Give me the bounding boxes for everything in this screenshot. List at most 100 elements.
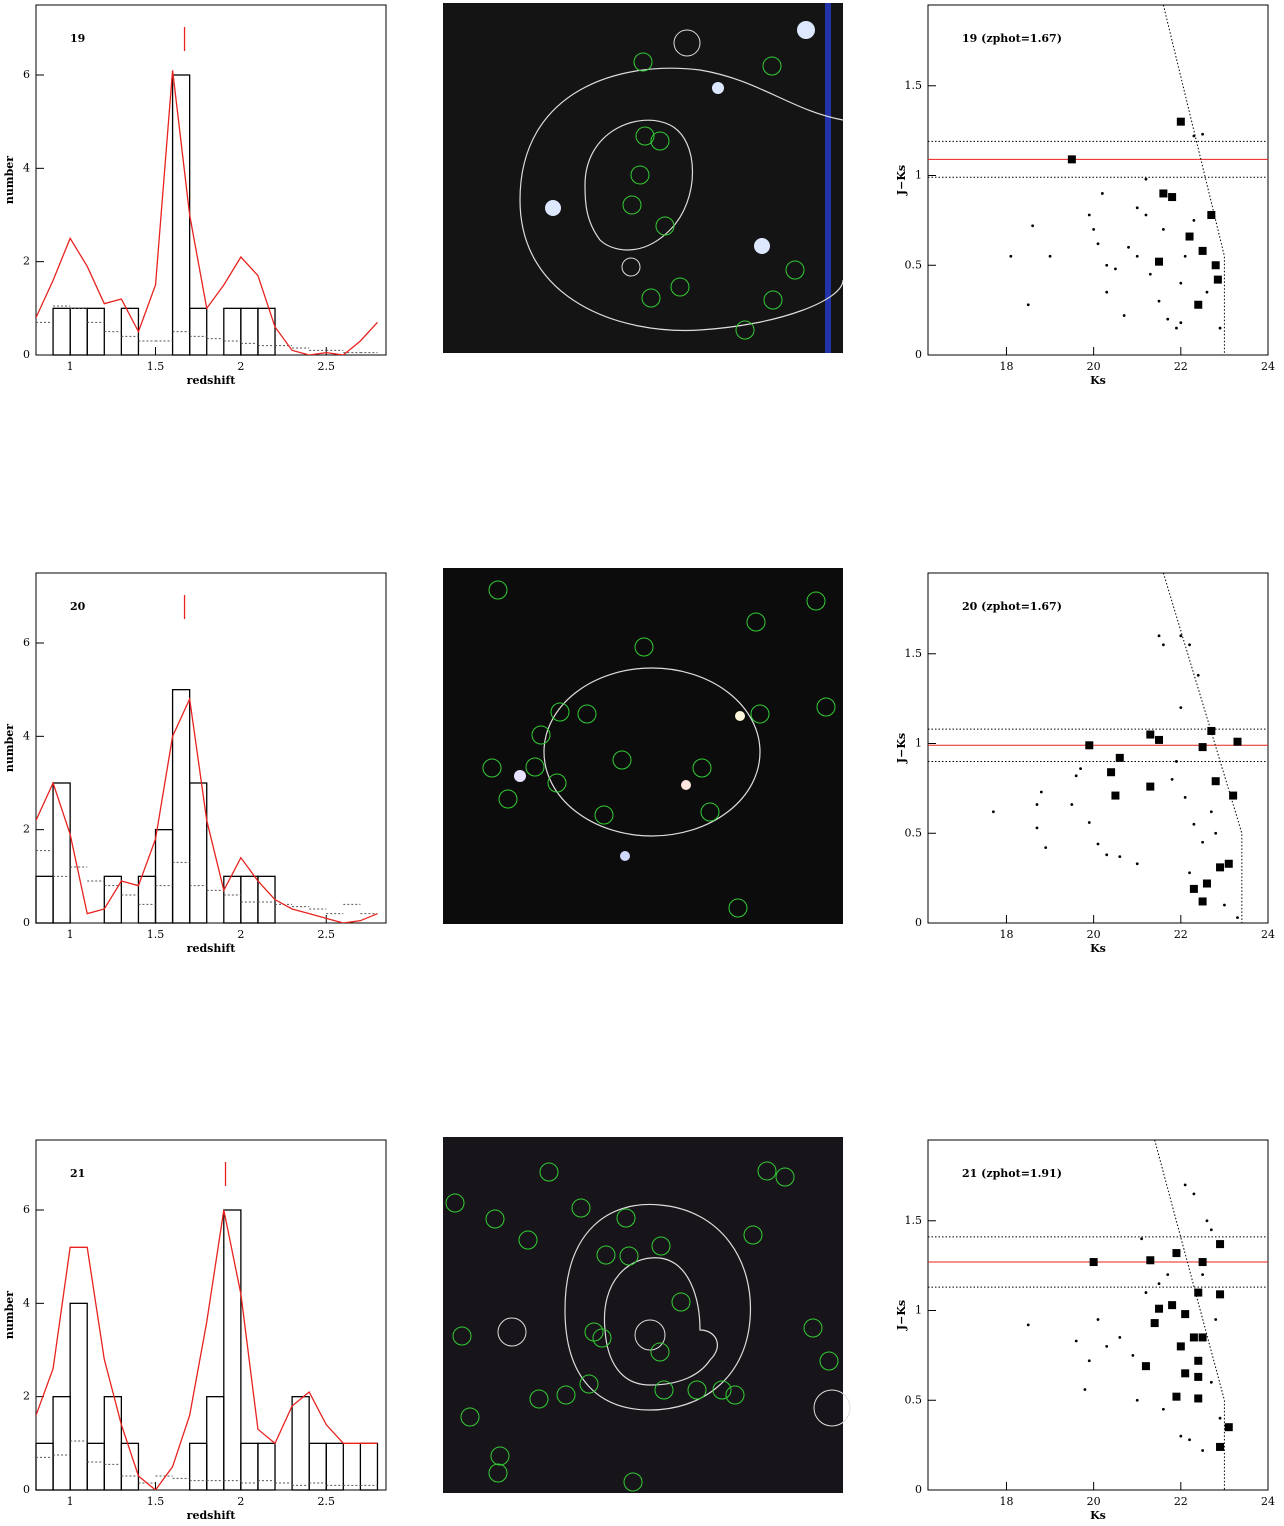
field-point	[1035, 826, 1039, 830]
field-point	[1188, 871, 1191, 875]
panel-annotation: 20	[70, 600, 86, 613]
member-point	[1172, 1249, 1181, 1258]
member-point	[1189, 884, 1198, 893]
y-tick-label: 1	[915, 169, 922, 182]
x-tick-label: 20	[1087, 1495, 1101, 1508]
member-point	[1150, 1319, 1159, 1328]
x-tick-label: 2.5	[317, 360, 335, 373]
x-tick-label: 24	[1261, 1495, 1275, 1508]
y-tick-label: 4	[23, 1296, 30, 1309]
y-axis-label: number	[3, 1291, 16, 1339]
y-tick-label: 0	[915, 916, 922, 929]
panel-annotation: 19	[70, 32, 85, 45]
field-point	[1179, 1434, 1183, 1438]
y-tick-label: 0.5	[905, 1393, 923, 1406]
plot-frame	[927, 4, 1269, 356]
member-point	[1202, 879, 1211, 888]
field-point	[1135, 1398, 1139, 1402]
member-point	[1185, 232, 1194, 241]
field-point	[1236, 916, 1239, 920]
field-point	[1183, 254, 1187, 258]
x-tick-label: 20	[1087, 360, 1101, 373]
field-point	[1214, 831, 1218, 835]
member-point	[1213, 275, 1222, 284]
x-tick-label: 18	[999, 360, 1013, 373]
member-point	[1189, 1333, 1198, 1342]
field-point	[1188, 643, 1191, 647]
field-point	[1205, 290, 1209, 294]
x-tick-label: 18	[999, 928, 1013, 941]
member-point	[1194, 1356, 1203, 1365]
member-point	[1198, 897, 1207, 906]
field-point	[1096, 242, 1100, 246]
field-point	[1192, 134, 1196, 138]
member-point	[1198, 246, 1207, 255]
histogram-bar	[240, 875, 259, 924]
x-tick-label: 2	[237, 360, 244, 373]
y-tick-label: 1	[915, 737, 922, 750]
plot-frame	[35, 1139, 387, 1491]
field-point	[1118, 855, 1122, 858]
histogram-bar	[154, 829, 174, 924]
field-point	[1223, 903, 1226, 907]
y-tick-label: 0	[915, 1483, 922, 1496]
member-point	[1198, 743, 1207, 752]
field-point	[1157, 1282, 1161, 1285]
field-point	[1175, 760, 1178, 763]
y-tick-label: 1.5	[905, 1214, 923, 1227]
member-point	[1207, 726, 1216, 735]
member-point	[1194, 300, 1203, 309]
member-point	[1146, 782, 1155, 791]
field-point	[1074, 774, 1078, 778]
member-point	[1141, 1362, 1150, 1371]
field-point	[1170, 778, 1174, 781]
histogram-bar	[52, 307, 71, 356]
histogram-bar	[189, 307, 208, 356]
field-point	[1026, 303, 1030, 307]
y-tick-label: 0	[915, 348, 922, 361]
x-tick-label: 22	[1174, 360, 1188, 373]
member-point	[1224, 1423, 1233, 1432]
y-tick-label: 1.5	[905, 647, 923, 660]
field-point	[1196, 673, 1200, 677]
field-point	[1179, 706, 1183, 710]
field-point	[1188, 1438, 1191, 1442]
member-point	[1067, 155, 1076, 164]
histogram-bar	[206, 1396, 225, 1491]
field-point	[1179, 321, 1183, 325]
field-point	[1179, 281, 1183, 285]
member-point	[1211, 777, 1220, 786]
histogram-bar	[35, 875, 54, 924]
histogram-bar	[86, 1442, 105, 1491]
sky-image-2	[443, 568, 843, 924]
x-tick-label: 2	[237, 1495, 244, 1508]
field-point	[1031, 224, 1035, 228]
field-point	[1218, 326, 1222, 330]
member-point	[1181, 1310, 1190, 1319]
x-tick-label: 22	[1174, 928, 1188, 941]
histogram-bar	[171, 689, 191, 924]
member-point	[1146, 730, 1155, 739]
field-point	[1175, 326, 1178, 330]
y-tick-label: 1	[915, 1304, 922, 1317]
field-point	[1114, 267, 1117, 271]
member-point	[1216, 1442, 1225, 1451]
field-point	[1131, 1353, 1135, 1357]
field-point	[1214, 1318, 1218, 1321]
field-point	[1122, 314, 1126, 317]
histogram-bar	[223, 875, 242, 924]
panel-annotation: 21 (zphot=1.91)	[962, 1167, 1062, 1180]
panel-annotation: 21	[70, 1167, 85, 1180]
field-point	[1096, 1318, 1100, 1321]
plot-frame	[927, 1139, 1269, 1491]
x-tick-label: 20	[1087, 928, 1101, 941]
x-axis-label: Ks	[1090, 1509, 1106, 1522]
field-point	[1161, 643, 1165, 647]
histogram-bar	[325, 1442, 344, 1491]
member-point	[1198, 1258, 1207, 1267]
member-point	[1198, 1333, 1207, 1342]
field-point	[1157, 634, 1161, 638]
x-axis-label: redshift	[187, 1509, 237, 1522]
field-point	[1127, 245, 1130, 249]
field-point	[1192, 1192, 1196, 1196]
